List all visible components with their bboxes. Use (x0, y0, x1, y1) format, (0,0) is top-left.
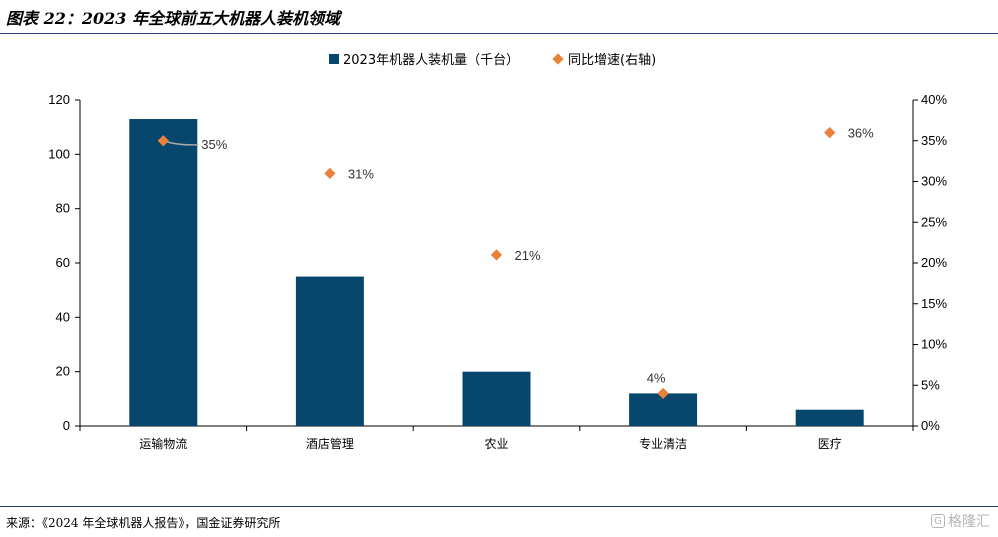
legend-marker-label: 同比增速(右轴) (568, 53, 656, 68)
left-tick-label: 120 (48, 92, 70, 107)
right-tick-label: 30% (921, 174, 947, 189)
bar (795, 409, 864, 426)
watermark-logo-icon: G (931, 514, 945, 528)
growth-data-label: 35% (201, 137, 227, 152)
category-label: 农业 (484, 437, 508, 451)
right-tick-label: 15% (921, 296, 947, 311)
bar (129, 119, 198, 427)
bar (462, 371, 531, 426)
left-tick-label: 20 (56, 364, 70, 379)
growth-marker (490, 249, 503, 261)
growth-data-label: 4% (647, 370, 666, 385)
right-tick-label: 40% (921, 92, 947, 107)
chart: 0 20 40 60 80 100 120 0% 5% 10% 15% 20% 25% 30% 35% 40%… (48, 53, 947, 451)
footer-rule (0, 506, 998, 507)
growth-marker (824, 126, 836, 139)
legend-marker-swatch (552, 53, 564, 65)
category-label: 专业清洁 (639, 436, 687, 451)
right-tick-label: 20% (921, 255, 947, 270)
watermark-text: 格隆汇 (948, 514, 990, 530)
title-rule (0, 33, 998, 34)
source-note: 来源：《2024 年全球机器人报告》，国金证券研究所 (6, 516, 281, 530)
growth-data-label: 36% (848, 126, 874, 141)
right-tick-label: 5% (921, 377, 940, 392)
right-tick-label: 35% (921, 133, 947, 148)
legend-bar-label: 2023年机器人装机量（千台） (343, 53, 519, 68)
right-tick-label: 0% (921, 418, 940, 433)
watermark: G 格隆汇 (931, 511, 990, 531)
right-tick-label: 25% (921, 214, 947, 229)
left-tick-label: 80 (56, 201, 70, 216)
right-tick-label: 10% (921, 337, 947, 352)
growth-data-label: 31% (348, 166, 374, 181)
left-tick-label: 40 (56, 309, 70, 324)
growth-marker (324, 167, 336, 180)
growth-marker (157, 135, 169, 147)
category-label: 酒店管理 (306, 436, 354, 451)
left-tick-label: 100 (48, 146, 70, 161)
category-label: 运输物流 (139, 436, 187, 451)
growth-marker (657, 387, 669, 400)
category-label: 医疗 (818, 437, 842, 451)
bar (295, 276, 364, 426)
left-tick-label: 0 (63, 418, 70, 433)
growth-data-label: 21% (515, 248, 541, 263)
left-tick-label: 60 (56, 255, 70, 270)
figure-title: 图表 22：2023 年全球前五大机器人装机领域 (6, 9, 340, 28)
legend-bar-swatch (329, 54, 339, 64)
